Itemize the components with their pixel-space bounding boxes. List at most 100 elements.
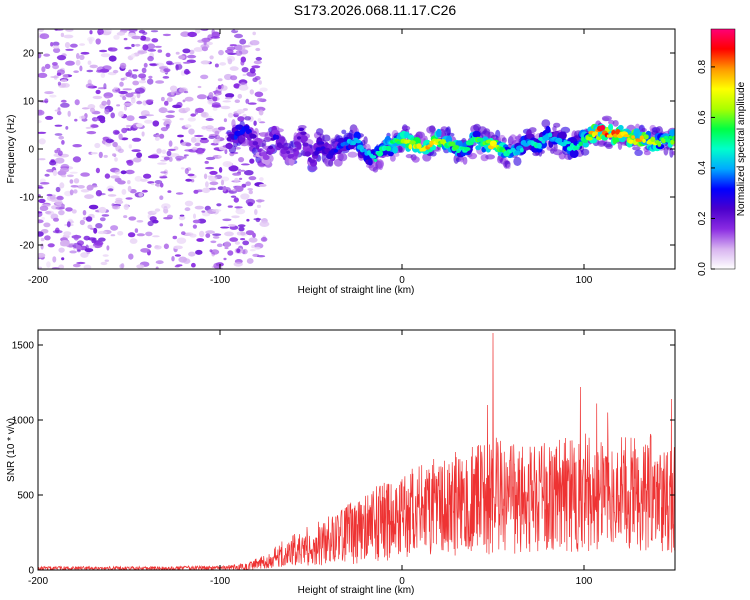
noise-blob	[255, 199, 265, 203]
noise-blob	[86, 131, 97, 135]
noise-blob	[200, 74, 209, 80]
noise-blob	[127, 185, 132, 192]
noise-blob	[184, 68, 190, 75]
x-tick-label: -100	[210, 275, 230, 286]
noise-blob	[245, 198, 256, 205]
signal-halo	[429, 151, 437, 157]
noise-blob	[73, 178, 80, 184]
signal-core	[628, 139, 634, 144]
signal-core	[354, 139, 362, 144]
noise-blob	[195, 107, 204, 113]
noise-blob	[158, 107, 168, 114]
signal-core	[582, 139, 589, 143]
signal-core	[304, 151, 311, 157]
noise-blob	[237, 116, 245, 122]
noise-blob	[95, 38, 101, 45]
signal-halo	[513, 156, 522, 166]
signal-mid	[669, 129, 675, 137]
signal-core	[283, 146, 289, 151]
noise-blob	[38, 52, 42, 59]
signal-halo	[462, 156, 468, 165]
signal-halo	[634, 149, 643, 156]
noise-blob	[103, 154, 108, 158]
noise-blob	[89, 64, 98, 69]
noise-blob	[113, 34, 120, 40]
noise-blob	[99, 49, 108, 53]
noise-blob	[143, 62, 148, 68]
noise-blob	[54, 109, 60, 112]
noise-blob	[205, 41, 213, 46]
noise-blob	[51, 205, 60, 210]
signal-mid	[392, 146, 398, 154]
signal-core	[385, 145, 392, 152]
signal-mid	[540, 141, 547, 149]
noise-blob	[205, 125, 214, 130]
signal-core	[408, 143, 413, 150]
noise-blob	[126, 115, 135, 122]
noise-blob	[69, 179, 74, 184]
noise-blob	[156, 183, 161, 188]
signal-mid	[235, 124, 244, 130]
noise-blob	[52, 62, 58, 66]
noise-blob	[159, 195, 164, 200]
noise-blob	[60, 32, 65, 38]
noise-blob	[232, 172, 242, 176]
noise-blob	[117, 180, 126, 185]
noise-blob	[38, 109, 45, 116]
noise-blob	[196, 189, 204, 193]
noise-blob	[187, 173, 195, 177]
noise-blob	[184, 207, 191, 212]
noise-blob	[233, 197, 239, 203]
noise-blob	[73, 70, 79, 73]
noise-blob	[85, 126, 92, 129]
noise-blob	[255, 47, 261, 52]
noise-blob	[194, 134, 204, 138]
noise-blob	[131, 97, 136, 104]
noise-blob	[141, 131, 145, 137]
noise-blob	[95, 89, 101, 95]
noise-blob	[125, 169, 135, 175]
noise-blob	[188, 128, 195, 135]
noise-blob	[229, 237, 239, 242]
signal-core	[376, 150, 384, 157]
noise-blob	[229, 66, 239, 71]
noise-blob	[245, 230, 255, 236]
signal-halo	[612, 120, 619, 127]
y-tick-label: -20	[20, 241, 35, 252]
noise-blob	[45, 115, 54, 120]
noise-blob	[136, 123, 143, 128]
noise-blob	[54, 157, 65, 164]
noise-blob	[165, 52, 171, 58]
noise-blob	[56, 55, 67, 61]
noise-blob	[100, 72, 106, 78]
signal-core	[448, 141, 456, 147]
noise-blob	[217, 126, 226, 131]
noise-blob	[242, 240, 250, 246]
noise-blob	[175, 192, 184, 195]
noise-blob	[161, 149, 167, 155]
noise-blob	[242, 74, 247, 76]
signal-halo	[363, 136, 368, 145]
noise-blob	[83, 264, 92, 269]
noise-blob	[173, 245, 183, 250]
noise-blob	[116, 104, 121, 107]
noise-blob	[41, 66, 46, 73]
noise-blob	[166, 150, 172, 157]
noise-blob	[156, 148, 162, 154]
noise-blob	[258, 183, 267, 187]
noise-blob	[54, 149, 59, 154]
noise-blob	[167, 110, 176, 113]
noise-blob	[52, 256, 57, 263]
signal-halo	[244, 116, 252, 121]
noise-blob	[125, 71, 132, 77]
noise-blob	[214, 63, 219, 68]
signal-halo	[506, 163, 511, 170]
noise-blob	[155, 80, 165, 84]
noise-blob	[193, 47, 204, 52]
noise-blob	[184, 124, 192, 128]
signal-halo	[641, 128, 647, 132]
signal-core	[334, 148, 339, 153]
noise-blob	[128, 253, 134, 260]
noise-blob	[233, 44, 244, 51]
